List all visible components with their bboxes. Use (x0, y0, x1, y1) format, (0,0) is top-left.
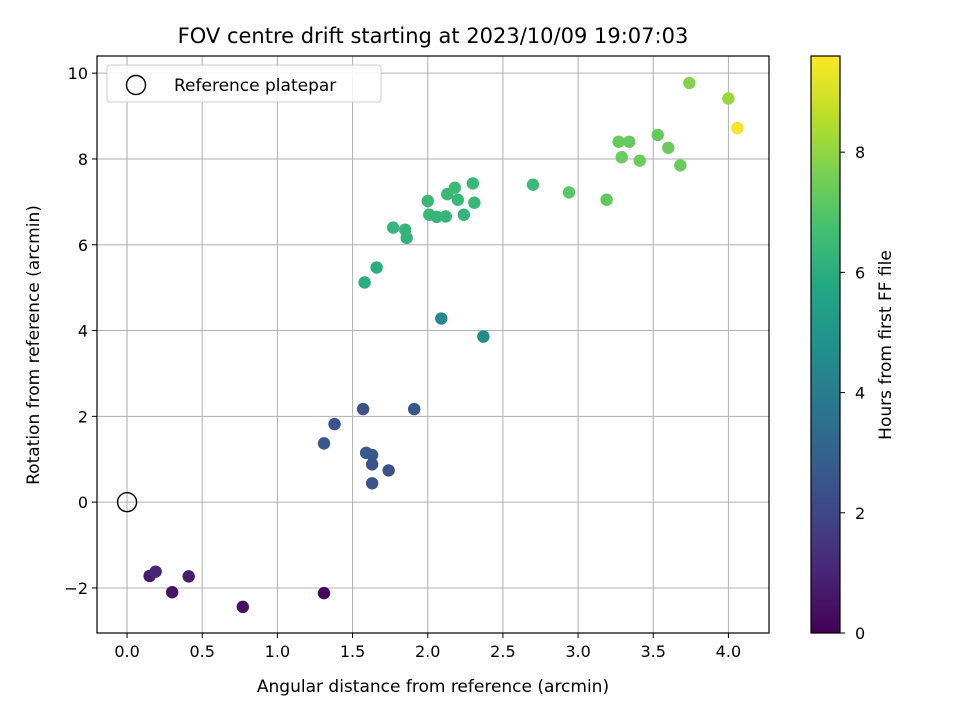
data-point (477, 330, 490, 343)
colorbar-frame (810, 55, 841, 634)
data-point (439, 210, 452, 223)
x-tick-label: 1.0 (265, 642, 290, 661)
data-point (448, 181, 461, 194)
data-point (451, 193, 465, 206)
data-point (600, 193, 613, 206)
x-tick-label: 2.5 (490, 642, 515, 661)
data-point (662, 141, 675, 155)
data-point (400, 231, 413, 245)
data-point (526, 178, 540, 191)
data-point (468, 196, 481, 209)
colorbar-tick-label: 2 (855, 504, 865, 523)
colorbar-tick-label: 4 (855, 384, 865, 403)
y-tick-label: 4 (78, 322, 88, 341)
colorbar-label: Hours from first FF file (876, 250, 896, 440)
data-point (674, 159, 687, 172)
plot-frame (96, 55, 770, 634)
y-axis-ticks: −2 0 2 4 6 8 10 (64, 64, 97, 598)
data-point (683, 76, 696, 90)
colorbar: 0 2 4 6 8 Hours from first FF file (810, 55, 896, 643)
y-tick-label: 2 (78, 407, 88, 426)
reference-marker-group (116, 491, 138, 513)
legend-label: Reference platepar (174, 76, 336, 96)
data-point (358, 276, 371, 289)
x-tick-label: 1.5 (340, 642, 365, 661)
x-tick-label: 3.5 (641, 642, 666, 661)
data-point (317, 437, 331, 450)
x-tick-label: 3.0 (565, 642, 590, 661)
y-tick-label: 8 (78, 150, 88, 169)
data-point (386, 221, 400, 234)
data-point (466, 177, 480, 190)
y-tick-label: −2 (64, 579, 88, 598)
data-point (633, 154, 646, 167)
x-axis-label: Angular distance from reference (arcmin) (257, 677, 609, 697)
reference-marker (116, 491, 138, 513)
data-point (731, 121, 744, 135)
x-tick-label: 0.0 (114, 642, 139, 661)
data-point (365, 477, 379, 490)
legend: Reference platepar (106, 64, 382, 103)
data-point (165, 586, 179, 599)
colorbar-fill (811, 56, 840, 633)
data-point (722, 92, 735, 105)
x-axis-ticks: 0.0 0.5 1.0 1.5 2.0 2.5 3.0 3.5 4.0 (114, 633, 741, 661)
colorbar-tick-label: 6 (855, 263, 865, 282)
data-point (365, 448, 379, 462)
x-tick-label: 4.0 (716, 642, 741, 661)
data-point (457, 208, 471, 221)
colorbar-tick-label: 0 (855, 624, 865, 643)
data-point (317, 586, 331, 600)
x-tick-label: 0.5 (190, 642, 215, 661)
y-tick-label: 6 (78, 236, 88, 255)
data-point (430, 210, 443, 224)
data-point (236, 600, 250, 614)
data-point (622, 135, 636, 148)
data-point (421, 194, 434, 208)
data-point (562, 186, 576, 199)
chart-title: FOV centre drift starting at 2023/10/09 … (178, 24, 689, 48)
data-points (143, 76, 744, 614)
data-point (328, 417, 341, 431)
data-point (612, 135, 625, 148)
data-point (182, 570, 195, 583)
data-point (435, 312, 448, 325)
data-point (365, 458, 379, 471)
grid-lines (97, 56, 769, 633)
data-point (408, 402, 421, 416)
y-tick-label: 0 (78, 493, 88, 512)
legend-marker (125, 74, 147, 96)
data-point (382, 464, 395, 477)
data-point (149, 565, 162, 578)
y-tick-label: 10 (68, 64, 88, 83)
data-point (370, 261, 383, 274)
colorbar-tick-label: 8 (855, 143, 865, 162)
y-axis-label: Rotation from reference (arcmin) (24, 205, 44, 485)
colorbar-ticks: 0 2 4 6 8 (840, 143, 865, 643)
data-point (651, 128, 664, 142)
data-point (615, 151, 628, 164)
data-point (356, 402, 370, 416)
x-tick-label: 2.0 (415, 642, 440, 661)
legend-box (106, 64, 382, 103)
